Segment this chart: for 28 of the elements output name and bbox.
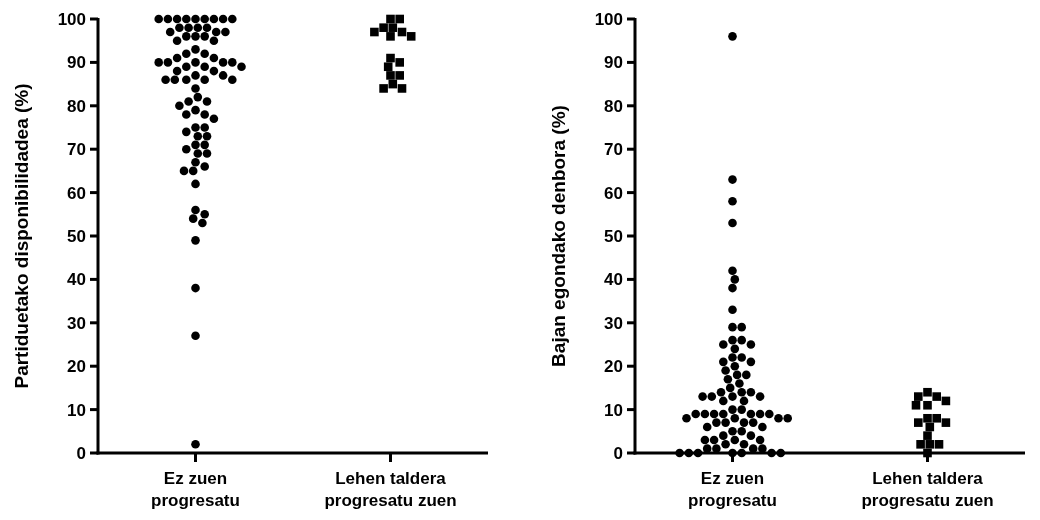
y-tick-label: 80 <box>67 96 86 116</box>
y-tick-label: 70 <box>67 140 86 160</box>
x-tick-label: Lehen taldera progresatu zuen <box>861 469 994 510</box>
y-tick-label: 0 <box>76 443 86 463</box>
y-tick-label: 20 <box>67 357 86 377</box>
y-tick-label: 70 <box>604 140 623 160</box>
y-tick-label: 10 <box>604 400 623 420</box>
y-tick-label: 90 <box>604 53 623 73</box>
y-tick-label: 40 <box>67 270 86 290</box>
y-tick-label: 60 <box>604 183 623 203</box>
y-tick-label: 50 <box>604 226 623 246</box>
x-tick-label: Ez zuen progresatu <box>688 469 777 510</box>
x-tick-label: Lehen taldera progresatu zuen <box>324 469 457 510</box>
y-tick-label: 100 <box>594 9 623 29</box>
y-axis-title: Bajan egondako denbora (%) <box>548 105 569 367</box>
y-tick-label: 0 <box>613 443 623 463</box>
y-tick-label: 40 <box>604 270 623 290</box>
y-tick-label: 60 <box>67 183 86 203</box>
y-tick-label: 80 <box>604 96 623 116</box>
y-axis-title: Partiduetako disponibilidadea (%) <box>11 83 32 389</box>
y-tick-label: 10 <box>67 400 86 420</box>
y-tick-label: 20 <box>604 357 623 377</box>
y-tick-label: 30 <box>604 313 623 333</box>
y-tick-label: 100 <box>57 9 86 29</box>
y-tick-label: 90 <box>67 53 86 73</box>
y-tick-label: 50 <box>67 226 86 246</box>
y-tick-label: 30 <box>67 313 86 333</box>
x-tick-label: Ez zuen progresatu <box>151 469 240 510</box>
